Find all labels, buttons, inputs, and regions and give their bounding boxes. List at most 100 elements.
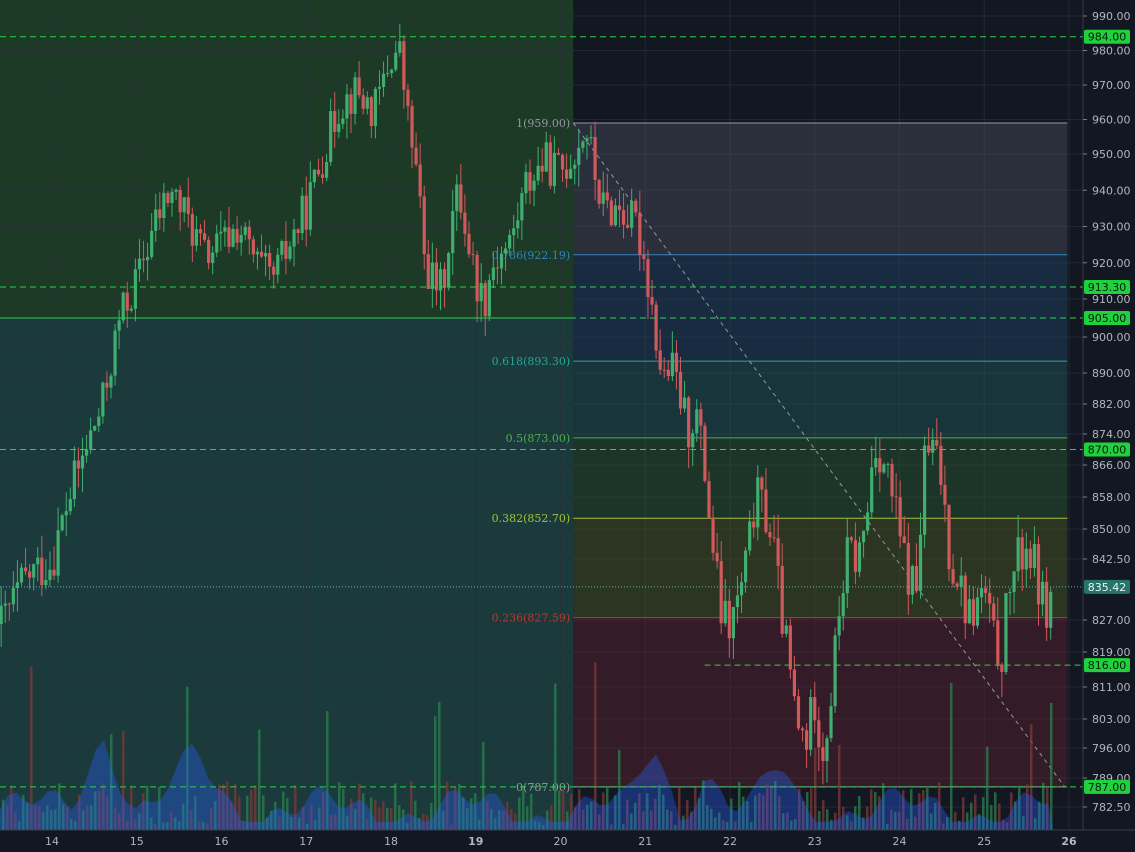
candle-body [377, 86, 382, 89]
volume-bar [130, 785, 133, 830]
volume-bar [746, 801, 749, 830]
volume-bar [218, 784, 221, 830]
time-axis [0, 830, 1135, 848]
volume-bar [614, 795, 617, 830]
volume-bar [238, 796, 241, 830]
volume-bar [214, 801, 217, 830]
candle-body [715, 552, 719, 562]
volume-bar [90, 805, 93, 830]
volume-bar [58, 783, 61, 830]
candle-body [447, 253, 451, 288]
candle-body [988, 592, 992, 604]
candle-body [89, 430, 93, 450]
candle-body [813, 697, 817, 721]
candle-body [544, 142, 548, 172]
candle-body [943, 484, 947, 505]
volume-bar [402, 809, 405, 830]
candle-body [528, 172, 532, 191]
volume-bar [510, 808, 513, 830]
time-tick-label: 19 [468, 835, 483, 848]
volume-bar [898, 811, 901, 830]
volume-bar [974, 794, 977, 830]
candle-body [198, 229, 203, 234]
candle-body [475, 254, 479, 302]
volume-bar [622, 824, 625, 830]
candle-body [272, 266, 276, 275]
candle-body [695, 409, 699, 434]
volume-bar [786, 812, 789, 830]
candle-body [284, 241, 288, 259]
volume-bar [314, 820, 317, 830]
volume-bar [414, 800, 417, 830]
fib-zone [573, 437, 1068, 519]
volume-bar [678, 787, 681, 830]
volume-bar [582, 809, 585, 830]
candle-body [1040, 581, 1045, 605]
candle-body [975, 597, 980, 626]
volume-bar [38, 806, 41, 830]
fib-zone [573, 122, 1068, 255]
volume-bar [718, 812, 721, 830]
volume-bar [850, 821, 853, 830]
volume-bar [846, 815, 849, 830]
volume-bar [962, 797, 965, 830]
candle-body [882, 464, 886, 473]
candle-body [324, 162, 329, 178]
volume-bar [138, 813, 141, 830]
price-tick-label: 782.50 [1092, 801, 1131, 814]
candle-body [491, 267, 495, 281]
candle-body [935, 440, 939, 446]
candle-body [451, 210, 455, 254]
volume-bar [714, 817, 717, 830]
volume-bar [810, 788, 813, 830]
volume-bar [182, 803, 185, 830]
volume-bar [494, 818, 497, 830]
time-tick-label: 25 [977, 835, 991, 848]
volume-bar [270, 810, 273, 830]
volume-bar [550, 805, 553, 830]
price-tick-label: 827.00 [1092, 614, 1131, 627]
fib-label: 0.236(827.59) [492, 612, 571, 625]
volume-bar [894, 811, 897, 830]
volume-bar [298, 817, 301, 830]
candle-body [182, 197, 186, 213]
volume-bar [790, 820, 793, 830]
volume-bar [598, 814, 601, 830]
candle-body [552, 152, 556, 186]
candle-body [837, 616, 841, 636]
candle-body [36, 557, 40, 565]
volume-bar [18, 821, 21, 830]
candle-body [752, 521, 756, 528]
candle-body [792, 669, 797, 697]
volume-bar [54, 809, 57, 830]
volume-bar [254, 785, 257, 830]
candle-body [577, 147, 581, 165]
candle-body [442, 269, 447, 288]
volume-bar [358, 783, 361, 830]
candle-body [459, 184, 463, 213]
candle-body [239, 234, 243, 243]
candle-body [1020, 537, 1024, 570]
volume-bar [6, 805, 9, 830]
volume-bar [338, 782, 341, 830]
candle-body [556, 152, 561, 155]
candle-body [849, 537, 853, 541]
volume-bar [162, 822, 165, 830]
candle-body [105, 382, 109, 388]
level-price-tag [1084, 29, 1130, 44]
volume-bar [94, 791, 97, 830]
candle-body [471, 253, 475, 255]
volume-bar [690, 811, 693, 830]
price-tick-label: 882.00 [1092, 398, 1131, 411]
volume-bar [202, 821, 205, 830]
candle-body [316, 169, 321, 175]
candle-body [1004, 592, 1008, 672]
volume-bar [762, 795, 765, 830]
candle-body [739, 582, 744, 596]
candle-body [621, 210, 626, 225]
volume-bar [982, 797, 985, 830]
candle-body [597, 179, 601, 204]
candle-body [341, 118, 345, 125]
